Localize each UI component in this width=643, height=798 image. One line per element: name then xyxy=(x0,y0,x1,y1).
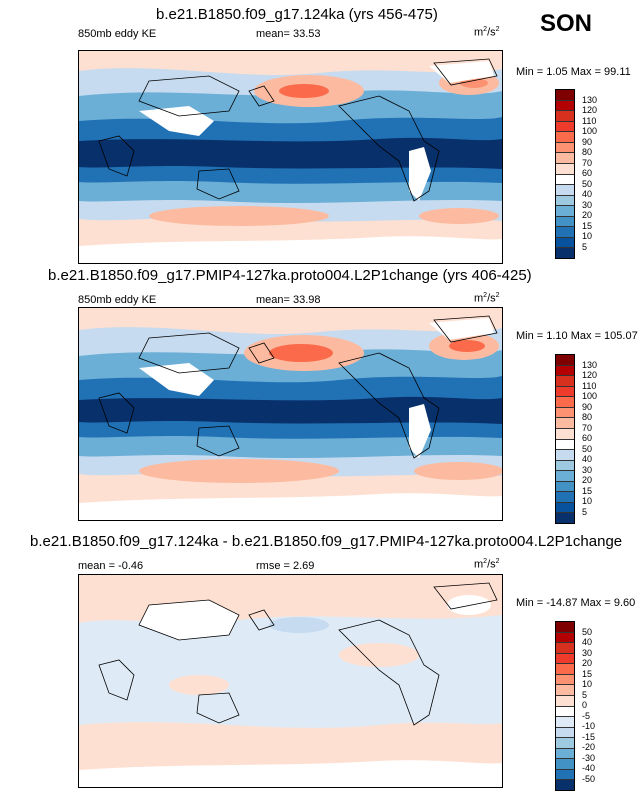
tick: 30 xyxy=(582,199,593,210)
tick: 130 xyxy=(582,359,598,370)
panel3-map xyxy=(78,574,503,788)
tick: 60 xyxy=(582,168,593,178)
tick: 10 xyxy=(582,231,593,241)
panel1-map xyxy=(78,50,503,264)
tick: 20 xyxy=(582,210,593,220)
panel3-minmax: Min = -14.87 Max = 9.60 xyxy=(516,597,636,609)
panel3-mean-label: mean = -0.46 xyxy=(78,560,144,572)
tick: 5 xyxy=(582,689,588,700)
tick: 15 xyxy=(582,485,593,496)
tick: -40 xyxy=(582,763,596,773)
tick: 20 xyxy=(582,475,593,485)
tick: 50 xyxy=(582,626,593,637)
tick: 40 xyxy=(582,189,593,199)
panel2-colorbar xyxy=(555,354,575,524)
tick: 50 xyxy=(582,178,593,189)
tick: -10 xyxy=(582,721,596,731)
tick: 60 xyxy=(582,433,593,443)
panel2-field-label: 850mb eddy KE xyxy=(78,294,157,306)
tick: 90 xyxy=(582,401,593,412)
panel1-colorbar xyxy=(555,89,575,259)
tick: 70 xyxy=(582,422,593,433)
tick: 30 xyxy=(582,647,593,658)
tick: -5 xyxy=(582,710,591,721)
panel1-minmax: Min = 1.05 Max = 99.11 xyxy=(516,66,631,78)
tick: 80 xyxy=(582,147,593,157)
panel2-title: b.e21.B1850.f09_g17.PMIP4-127ka.proto004… xyxy=(48,267,532,284)
panel2-mean-label: mean= 33.98 xyxy=(256,294,321,306)
tick: 5 xyxy=(582,241,588,252)
tick: 5 xyxy=(582,506,588,517)
tick: 20 xyxy=(582,658,593,668)
tick: 100 xyxy=(582,391,598,401)
tick: 100 xyxy=(582,126,598,136)
tick: 10 xyxy=(582,679,593,689)
tick: 90 xyxy=(582,136,593,147)
tick: -15 xyxy=(582,731,596,742)
tick: 80 xyxy=(582,412,593,422)
panel3-title: b.e21.B1850.f09_g17.124ka - b.e21.B1850.… xyxy=(30,533,623,550)
tick: 130 xyxy=(582,94,598,105)
season-label: SON xyxy=(540,10,593,37)
panel2-minmax: Min = 1.10 Max = 105.07 xyxy=(516,330,638,342)
panel3-rmse-label: rmse = 2.69 xyxy=(256,560,315,572)
tick: 40 xyxy=(582,454,593,464)
panel1-mean-label: mean= 33.53 xyxy=(256,28,321,40)
tick: 30 xyxy=(582,464,593,475)
tick: -20 xyxy=(582,742,596,752)
tick: 110 xyxy=(582,380,597,391)
tick: -50 xyxy=(582,773,596,784)
tick: 0 xyxy=(582,700,588,710)
tick: 120 xyxy=(582,370,598,380)
panel1-units: m2/s2 xyxy=(474,26,500,39)
panel3-units: m2/s2 xyxy=(474,558,500,571)
panel2-map xyxy=(78,307,503,521)
tick: 110 xyxy=(582,115,597,126)
tick: 70 xyxy=(582,157,593,168)
tick: 10 xyxy=(582,496,593,506)
panel2-units: m2/s2 xyxy=(474,292,500,305)
panel1-title: b.e21.B1850.f09_g17.124ka (yrs 456-475) xyxy=(156,6,438,23)
tick: 15 xyxy=(582,220,593,231)
tick: -30 xyxy=(582,752,596,763)
panel1-field-label: 850mb eddy KE xyxy=(78,28,157,40)
tick: 50 xyxy=(582,443,593,454)
panel3-colorbar xyxy=(555,621,575,791)
tick: 40 xyxy=(582,637,593,647)
tick: 120 xyxy=(582,105,598,115)
tick: 15 xyxy=(582,668,593,679)
